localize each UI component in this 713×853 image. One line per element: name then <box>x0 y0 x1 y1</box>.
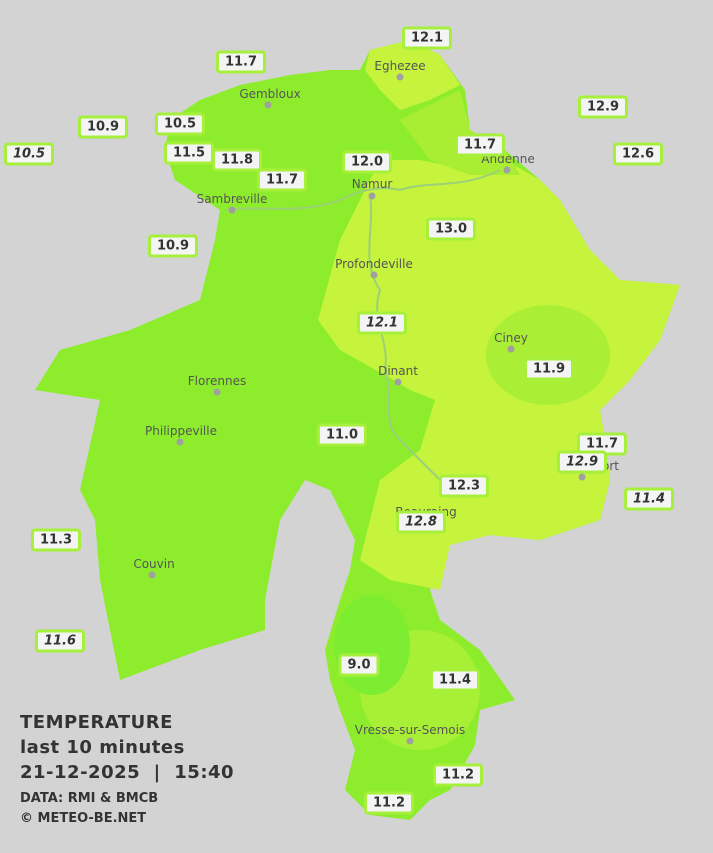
station-label: 12.1 <box>356 311 408 335</box>
station-label: 10.5 <box>154 112 206 136</box>
city-dot <box>264 101 272 109</box>
city-name: Ciney <box>494 331 528 345</box>
city-dot <box>503 166 511 174</box>
legend-title: TEMPERATURE <box>20 712 173 733</box>
city-name: Vresse-sur-Semois <box>354 723 466 737</box>
legend-copyright: © METEO-BE.NET <box>20 811 147 826</box>
station-label: 11.6 <box>34 629 86 653</box>
station-label: 10.9 <box>77 115 129 139</box>
station-label: 11.9 <box>523 357 575 381</box>
city-dot <box>396 73 404 81</box>
city-dot <box>578 473 586 481</box>
station-label: 11.7 <box>256 168 308 192</box>
city-name: Philippeville <box>145 424 217 438</box>
river <box>224 169 501 481</box>
station-label: 12.1 <box>401 26 453 50</box>
station-label: 12.3 <box>438 474 490 498</box>
station-label: 11.2 <box>363 791 415 815</box>
station-label: 9.0 <box>338 653 380 677</box>
city-name: Florennes <box>187 374 247 388</box>
station-label: 11.0 <box>316 423 368 447</box>
station-label: 12.8 <box>395 510 447 534</box>
legend-datetime: 21-12-2025 | 15:40 <box>20 762 235 783</box>
city-dot <box>368 192 376 200</box>
city-dot <box>370 271 378 279</box>
station-label: 13.0 <box>425 217 477 241</box>
city-dot <box>507 345 515 353</box>
station-label: 12.6 <box>612 142 664 166</box>
city-dot <box>148 571 156 579</box>
cold-zone <box>334 595 410 695</box>
station-label: 11.3 <box>30 528 82 552</box>
city-name: Gembloux <box>239 87 301 101</box>
city-dot <box>228 206 236 214</box>
station-label: 10.9 <box>147 234 199 258</box>
city-name: Couvin <box>133 557 175 571</box>
station-label: 11.2 <box>432 763 484 787</box>
station-label: 11.7 <box>215 50 267 74</box>
station-label: 11.5 <box>163 141 215 165</box>
station-label: 12.0 <box>341 150 393 174</box>
legend-subtitle: last 10 minutes <box>20 737 185 758</box>
city-name: Sambreville <box>196 192 268 206</box>
station-label: 11.8 <box>211 148 263 172</box>
station-label: 10.5 <box>3 142 55 166</box>
warm-zone <box>365 40 460 110</box>
city-dot <box>406 737 414 745</box>
city-dot <box>213 388 221 396</box>
station-label: 11.4 <box>429 668 481 692</box>
city-name: Dinant <box>378 364 418 378</box>
city-name: Eghezee <box>374 59 426 73</box>
cool-zone <box>486 305 610 405</box>
station-label: 12.9 <box>577 95 629 119</box>
station-label: 11.7 <box>454 133 506 157</box>
city-name: Namur <box>351 177 393 191</box>
city-dot <box>176 438 184 446</box>
city-dot <box>394 378 402 386</box>
station-label: 12.9 <box>556 450 608 474</box>
city-name: Profondeville <box>335 257 413 271</box>
legend-source: DATA: RMI & BMCB <box>20 791 159 806</box>
station-label: 11.4 <box>623 487 675 511</box>
